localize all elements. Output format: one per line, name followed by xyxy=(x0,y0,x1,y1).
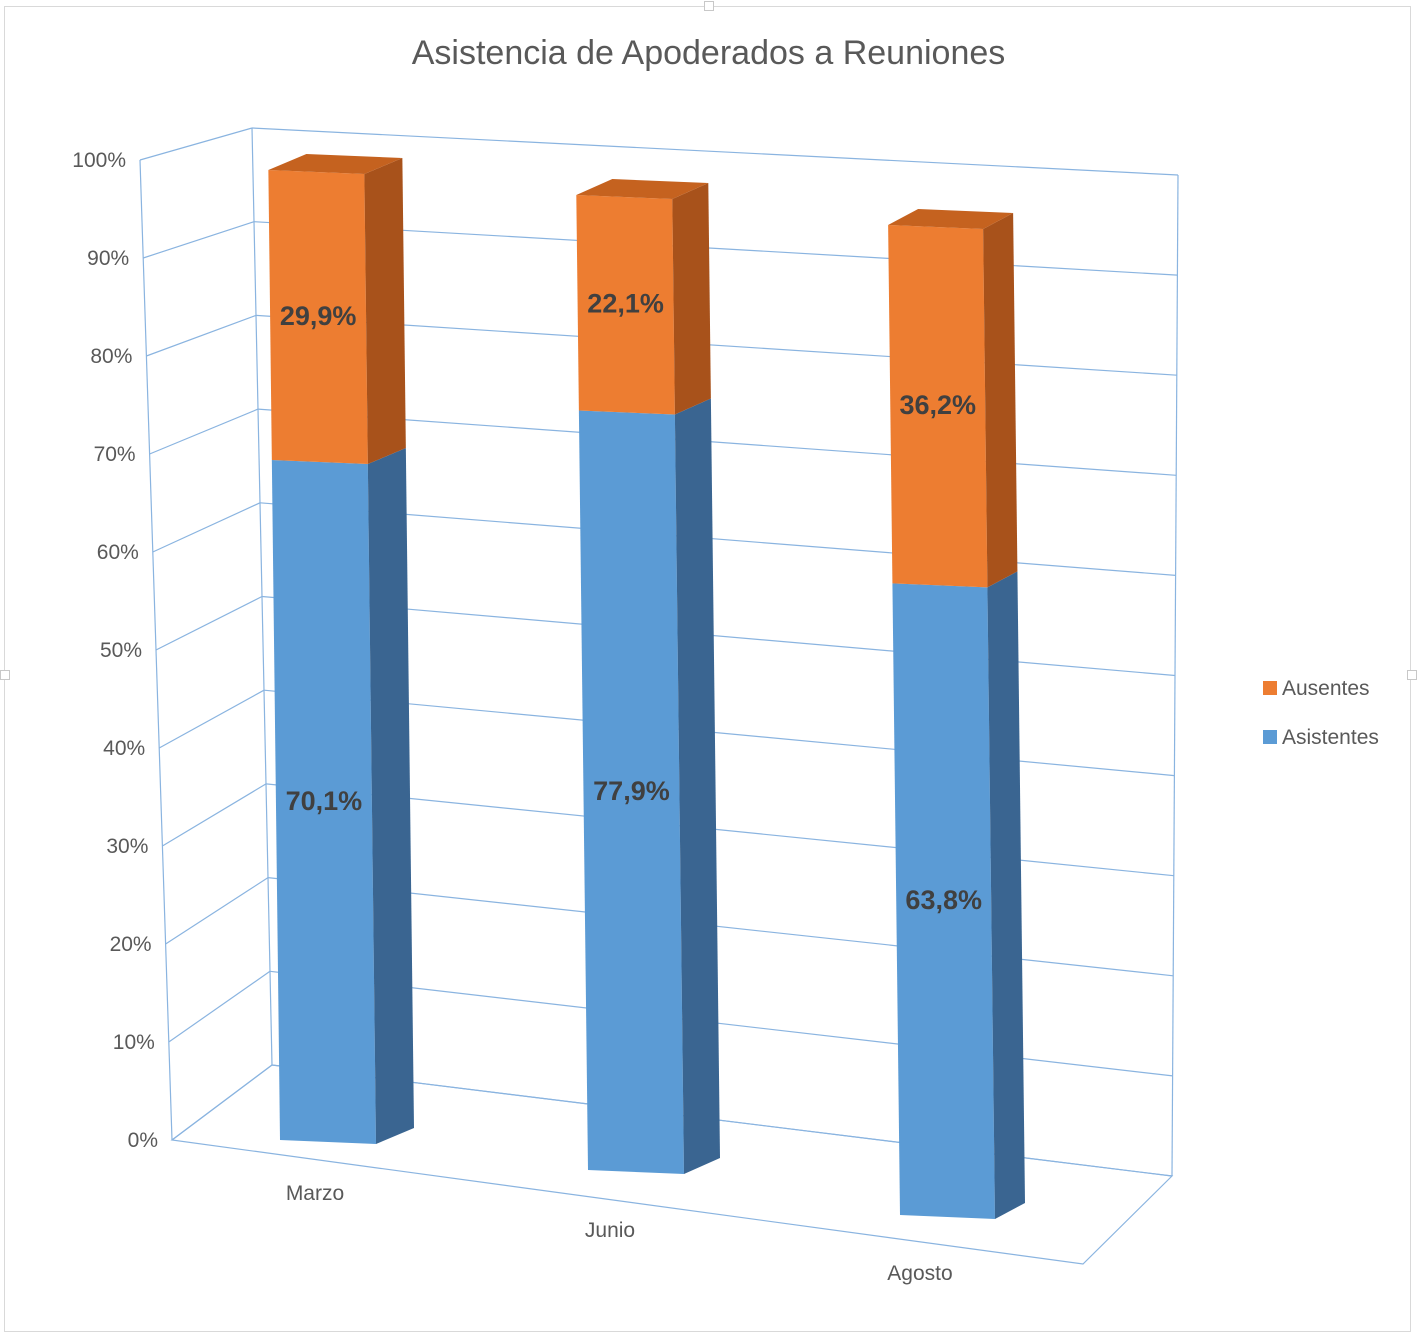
data-label-asistentes-marzo: 70,1% xyxy=(286,786,363,816)
gridline-side xyxy=(155,595,263,651)
bar-side-asistentes-marzo xyxy=(367,448,414,1144)
bar-front-ausentes-agosto xyxy=(888,225,988,588)
gridline-side xyxy=(165,877,269,945)
gridline-back xyxy=(263,689,1175,777)
bar-front-asistentes-junio xyxy=(578,410,684,1175)
gridline-side xyxy=(149,408,259,455)
gridline-back xyxy=(255,314,1177,376)
resize-handle-top[interactable] xyxy=(704,1,714,11)
gridline-side xyxy=(152,502,261,553)
y-tick-label: 90% xyxy=(87,247,129,270)
chart-title: Asistencia de Apoderados a Reuniones xyxy=(411,34,1006,72)
y-tick-label: 30% xyxy=(106,835,148,858)
bar-side-ausentes-junio xyxy=(672,183,711,415)
bar-top-junio xyxy=(576,179,709,199)
gridline-side xyxy=(162,783,267,847)
bar-front-asistentes-agosto xyxy=(892,583,995,1219)
resize-handle-left[interactable] xyxy=(0,670,10,680)
bar-top-marzo xyxy=(268,154,403,174)
legend-swatch-ausentes xyxy=(1263,681,1277,695)
y-tick-label: 40% xyxy=(103,737,145,760)
y-tick-label: 80% xyxy=(90,345,132,368)
data-label-ausentes-marzo: 29,9% xyxy=(280,301,357,331)
y-tick-label: 60% xyxy=(97,541,139,564)
gridline-back xyxy=(267,877,1174,977)
bar-front-ausentes-junio xyxy=(576,195,675,415)
bar-side-asistentes-agosto xyxy=(987,571,1025,1219)
bar-top-agosto xyxy=(888,209,1014,229)
gridline-side xyxy=(171,1064,273,1141)
category-label-junio: Junio xyxy=(585,1219,635,1242)
gridline-side xyxy=(158,689,265,749)
gridline-back xyxy=(261,595,1176,677)
y-tick-label: 50% xyxy=(100,639,142,662)
legend-swatch-asistentes xyxy=(1263,730,1277,744)
bar-side-ausentes-marzo xyxy=(364,158,406,465)
gridline-back xyxy=(251,127,1179,176)
category-label-agosto: Agosto xyxy=(887,1262,952,1285)
bar-side-asistentes-junio xyxy=(674,398,720,1175)
y-tick-label: 20% xyxy=(110,933,152,956)
bar-front-asistentes-marzo xyxy=(271,460,376,1144)
bar-front-ausentes-marzo xyxy=(268,170,368,465)
data-label-ausentes-junio: 22,1% xyxy=(587,289,664,319)
gridline-side xyxy=(143,221,255,259)
data-label-ausentes-agosto: 36,2% xyxy=(899,390,976,420)
gridline-side xyxy=(168,970,271,1043)
y-tick-label: 10% xyxy=(113,1031,155,1054)
y-tick-label: 70% xyxy=(94,443,136,466)
gridline-back xyxy=(253,221,1178,276)
gridline-side xyxy=(146,314,257,357)
gridline-back xyxy=(259,502,1176,576)
category-label-marzo: Marzo xyxy=(286,1182,344,1205)
y-tick-label: 0% xyxy=(128,1129,158,1152)
data-label-asistentes-agosto: 63,8% xyxy=(905,885,982,915)
bar-side-ausentes-agosto xyxy=(983,213,1018,588)
gridline-side xyxy=(139,127,253,161)
gridline-back xyxy=(265,783,1174,877)
y-tick-label: 100% xyxy=(72,149,126,172)
legend-label-asistentes: Asistentes xyxy=(1282,726,1379,749)
data-label-asistentes-junio: 77,9% xyxy=(593,776,670,806)
gridline-back xyxy=(257,408,1177,476)
legend-label-ausentes: Ausentes xyxy=(1282,677,1370,700)
